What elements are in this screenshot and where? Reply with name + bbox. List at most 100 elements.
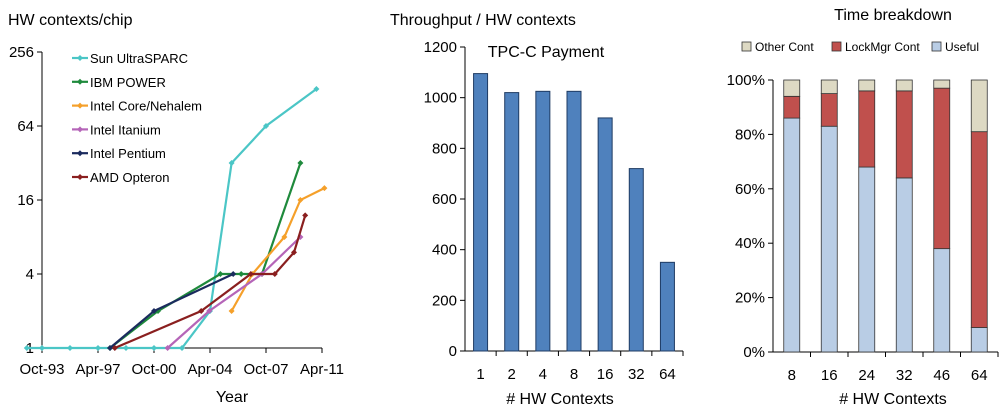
chart2-y-tick-label: 400 [432, 242, 457, 259]
chart1-point [151, 345, 157, 351]
chart2-bar [628, 168, 644, 352]
chart2-y-tick-label: 1000 [424, 90, 457, 107]
chart1-x-tick-label: Oct-93 [19, 361, 64, 378]
chart3-x-tick-label: 64 [971, 367, 988, 384]
chart3-bar-segment [970, 131, 988, 328]
chart1-legend: Sun UltraSPARC IBM POWER Intel Core/Nehale… [72, 51, 202, 185]
chart2-bar [504, 92, 520, 352]
chart3-legend-label: Useful [945, 40, 979, 54]
chart1-point [291, 249, 297, 256]
chart2-x-tick-label: 8 [570, 366, 578, 383]
chart1-point [39, 345, 45, 351]
chart-throughput: Throughput / HW contexts TPC-C Payment 0… [390, 12, 684, 408]
chart2-y-tick-label: 800 [432, 140, 457, 157]
chart1-x-tick-label: Apr-04 [187, 361, 232, 378]
chart1-point [247, 271, 254, 277]
chart2-x-tick-label: 1 [476, 366, 484, 383]
chart1-series-line [230, 187, 325, 312]
chart1-point [123, 345, 129, 351]
chart2-y-tick-label: 0 [449, 343, 457, 360]
chart2-x-tick-label: 2 [508, 366, 516, 383]
chart3-y-tick-label: 60% [735, 181, 765, 198]
chart2-y-tick-label: 600 [432, 191, 457, 208]
chart1-point [217, 271, 224, 277]
chart3-bar-segment [858, 79, 876, 92]
chart2-subtitle: TPC-C Payment [488, 44, 605, 61]
chart3-x-axis-title: # HW Contexts [839, 391, 947, 408]
chart2-y-tick-label: 200 [432, 292, 457, 309]
chart1-point [206, 308, 213, 314]
chart1-point [151, 308, 157, 314]
chart1-point [263, 123, 269, 129]
chart3-x-tick-label: 46 [933, 367, 950, 384]
chart1-legend-marker [77, 78, 83, 85]
chart1-point [23, 345, 30, 351]
chart2-x-axis-title: # HW Contexts [506, 391, 614, 408]
chart3-bar-segment [820, 93, 838, 127]
chart1-point [228, 308, 235, 314]
chart1-legend-label: Sun UltraSPARC [90, 51, 188, 66]
chart1-point [179, 345, 185, 351]
chart1-legend-label: Intel Core/Nehalem [90, 99, 202, 114]
chart1-legend-label: AMD Opteron [90, 170, 169, 185]
chart1-legend-marker [77, 174, 83, 180]
chart1-series-line [26, 88, 318, 350]
chart3-bar-segment [858, 90, 876, 168]
chart3-bar-segment [783, 117, 801, 353]
chart1-point [164, 345, 171, 351]
chart1-legend-marker [77, 102, 83, 109]
chart1-point [67, 345, 73, 351]
chart3-axes: 0% 20% 40% 60% 80% 100% 8 16 24 32 46 64 [727, 72, 999, 384]
chart3-legend-label: Other Cont [755, 40, 814, 54]
chart1-point [302, 212, 309, 219]
chart1-point [107, 345, 113, 351]
chart3-bar-segment [820, 125, 838, 353]
chart1-point [111, 345, 118, 351]
chart2-bar [566, 90, 582, 352]
chart2-y-tick-label: 1200 [424, 39, 457, 56]
chart1-point [228, 160, 235, 166]
chart3-bars [783, 79, 988, 353]
chart2-axes: 0 200 400 600 800 1000 1200 1 2 4 8 16 32 64 [424, 39, 684, 383]
chart1-point [281, 234, 288, 240]
chart3-y-tick-label: 40% [735, 235, 765, 252]
chart1-point [313, 86, 320, 92]
chart2-bar [597, 117, 613, 352]
chart3-bar-segment [820, 79, 838, 95]
chart1-point [321, 185, 328, 192]
chart3-title: Time breakdown [834, 7, 952, 24]
chart1-title: HW contexts/chip [8, 12, 133, 29]
chart2-x-tick-label: 32 [628, 366, 645, 383]
chart1-y-tick-label: 4 [26, 266, 34, 283]
chart2-x-tick-label: 4 [539, 366, 547, 383]
chart1-x-tick-label: Oct-07 [243, 361, 288, 378]
chart1-y-tick-label: 256 [9, 44, 34, 61]
chart3-bar-segment [970, 327, 988, 353]
chart1-point [297, 160, 304, 166]
chart3-legend-swatch [931, 41, 942, 52]
chart2-bar [659, 261, 675, 352]
chart3-bar-segment [858, 166, 876, 353]
chart2-x-tick-label: 16 [597, 366, 614, 383]
chart3-bar-segment [895, 90, 913, 179]
chart2-bar [535, 90, 551, 352]
chart3-bar-segment [783, 79, 801, 97]
chart3-bar-segment [895, 177, 913, 353]
chart3-x-tick-label: 24 [858, 367, 875, 384]
chart3-x-tick-label: 32 [896, 367, 913, 384]
chart1-point [297, 197, 304, 203]
chart3-legend-swatch [741, 41, 752, 52]
chart1-series-line [166, 236, 302, 349]
chart3-y-tick-label: 20% [735, 290, 765, 307]
chart1-point [271, 271, 278, 277]
chart3-x-tick-label: 16 [821, 367, 838, 384]
chart-time-breakdown: Time breakdown Other Cont LockMgr Cont Use… [727, 7, 999, 408]
chart3-y-tick-label: 80% [735, 126, 765, 143]
chart2-bars [473, 73, 675, 352]
chart3-bar-segment [933, 248, 951, 353]
chart1-point [230, 271, 237, 277]
chart3-bar-segment [933, 79, 951, 89]
